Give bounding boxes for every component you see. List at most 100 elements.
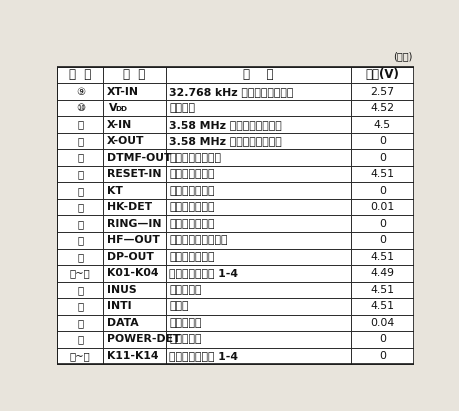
Bar — [350, 282, 413, 298]
Text: RING—IN: RING—IN — [106, 219, 161, 229]
Text: HF—OUT: HF—OUT — [106, 235, 159, 245]
Bar — [165, 215, 350, 232]
Text: ⑻~⑾: ⑻~⑾ — [70, 351, 90, 361]
Bar — [57, 215, 103, 232]
Bar — [165, 166, 350, 182]
Bar — [165, 133, 350, 149]
Text: KT: KT — [106, 186, 122, 196]
Bar — [350, 249, 413, 265]
Bar — [57, 315, 103, 331]
Text: 双音频信号输出端: 双音频信号输出端 — [169, 152, 221, 163]
Bar — [103, 315, 165, 331]
Text: 3.58 MHz 时钟振荡器输出端: 3.58 MHz 时钟振荡器输出端 — [169, 136, 281, 146]
Bar — [57, 166, 103, 182]
Text: 符  号: 符 号 — [123, 69, 145, 81]
Text: K11-K14: K11-K14 — [106, 351, 158, 361]
Text: 3.58 MHz 时钟振荡器输入端: 3.58 MHz 时钟振荡器输入端 — [169, 120, 281, 129]
Text: HK-DET: HK-DET — [106, 202, 151, 212]
Bar — [57, 149, 103, 166]
Bar — [57, 249, 103, 265]
Text: 功    能: 功 能 — [242, 69, 273, 81]
Bar — [57, 298, 103, 315]
Text: 0: 0 — [378, 152, 385, 163]
Bar — [57, 282, 103, 298]
Bar — [103, 331, 165, 348]
Text: INTI: INTI — [106, 301, 131, 312]
Text: 0: 0 — [378, 219, 385, 229]
Text: 0: 0 — [378, 351, 385, 361]
Text: ⑷: ⑷ — [77, 285, 83, 295]
Text: 0: 0 — [378, 335, 385, 344]
Text: ⑨: ⑨ — [76, 87, 85, 97]
Text: K01-K04: K01-K04 — [106, 268, 158, 278]
Text: 免提触发信号输出端: 免提触发信号输出端 — [169, 235, 227, 245]
Bar — [103, 67, 165, 83]
Text: ⑩: ⑩ — [76, 103, 85, 113]
Text: POWER-DET: POWER-DET — [106, 335, 180, 344]
Text: ⑮: ⑮ — [77, 186, 83, 196]
Text: 0: 0 — [378, 186, 385, 196]
Text: DTMF-OUT: DTMF-OUT — [106, 152, 171, 163]
Bar — [165, 331, 350, 348]
Bar — [165, 298, 350, 315]
Bar — [103, 265, 165, 282]
Bar — [165, 83, 350, 100]
Text: 4.51: 4.51 — [369, 285, 393, 295]
Bar — [103, 215, 165, 232]
Text: X-OUT: X-OUT — [106, 136, 144, 146]
Bar — [350, 265, 413, 282]
Text: DATA: DATA — [106, 318, 138, 328]
Text: 脉冲信号输出端: 脉冲信号输出端 — [169, 252, 214, 262]
Bar — [350, 331, 413, 348]
Text: 4.51: 4.51 — [369, 169, 393, 179]
Bar — [350, 149, 413, 166]
Text: ⑰: ⑰ — [77, 219, 83, 229]
Text: 控制端: 控制端 — [169, 301, 188, 312]
Text: 0.01: 0.01 — [369, 202, 394, 212]
Text: ⑯: ⑯ — [77, 202, 83, 212]
Text: (续上): (续上) — [392, 51, 411, 61]
Text: XT-IN: XT-IN — [106, 87, 139, 97]
Bar — [350, 100, 413, 116]
Text: ⑪: ⑪ — [77, 120, 83, 129]
Bar — [57, 100, 103, 116]
Bar — [350, 298, 413, 315]
Bar — [57, 67, 103, 83]
Text: DD: DD — [115, 106, 127, 112]
Text: RESET-IN: RESET-IN — [106, 169, 161, 179]
Bar — [57, 182, 103, 199]
Text: X-IN: X-IN — [106, 120, 132, 129]
Bar — [165, 232, 350, 249]
Text: ⑳~⑶: ⑳~⑶ — [70, 268, 90, 278]
Bar — [57, 232, 103, 249]
Bar — [57, 348, 103, 364]
Text: INUS: INUS — [106, 285, 136, 295]
Text: 0.04: 0.04 — [369, 318, 394, 328]
Text: ⑭: ⑭ — [77, 169, 83, 179]
Text: 引  脚: 引 脚 — [69, 69, 91, 81]
Text: 0: 0 — [378, 235, 385, 245]
Text: 键盘信号输入端 1-4: 键盘信号输入端 1-4 — [169, 351, 238, 361]
Text: DP-OUT: DP-OUT — [106, 252, 153, 262]
Bar — [165, 149, 350, 166]
Bar — [350, 315, 413, 331]
Bar — [165, 348, 350, 364]
Bar — [350, 199, 413, 215]
Text: 4.52: 4.52 — [369, 103, 393, 113]
Text: ⑫: ⑫ — [77, 136, 83, 146]
Text: V: V — [108, 103, 117, 113]
Bar — [103, 298, 165, 315]
Text: 2.57: 2.57 — [369, 87, 393, 97]
Bar — [103, 149, 165, 166]
Bar — [165, 100, 350, 116]
Bar — [165, 265, 350, 282]
Text: ⑺: ⑺ — [77, 335, 83, 344]
Bar — [103, 83, 165, 100]
Bar — [57, 133, 103, 149]
Bar — [165, 282, 350, 298]
Text: 4.51: 4.51 — [369, 252, 393, 262]
Bar — [103, 100, 165, 116]
Text: 32.768 kHz 时钟振荡器输入端: 32.768 kHz 时钟振荡器输入端 — [169, 87, 293, 97]
Bar — [350, 67, 413, 83]
Text: 电源检测端: 电源检测端 — [169, 335, 201, 344]
